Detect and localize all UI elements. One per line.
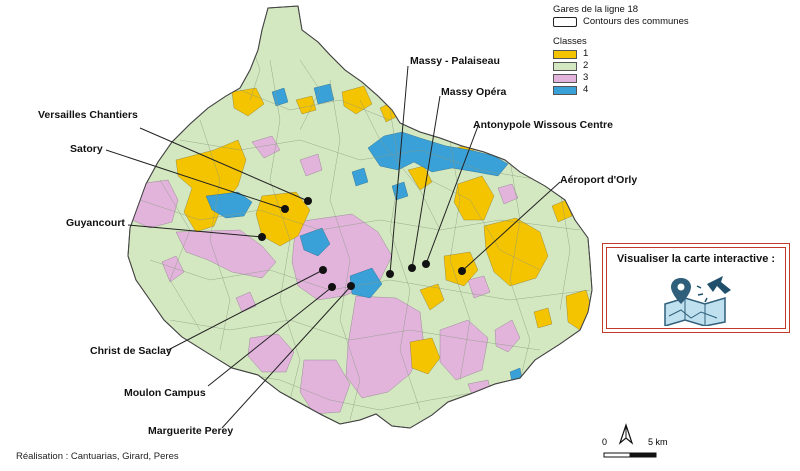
station-label: Massy Opéra <box>441 86 507 98</box>
interactive-map-title: Visualiser la carte interactive : <box>616 253 776 265</box>
legend-class-row: 3 <box>553 72 689 84</box>
station-point-christ-de-saclay <box>319 266 327 274</box>
legend-class-row: 1 <box>553 48 689 60</box>
legend-contour-row: Contours des communes <box>553 16 689 28</box>
legend-class-row: 2 <box>553 60 689 72</box>
class-swatch <box>553 49 577 59</box>
class-swatch <box>553 73 577 83</box>
station-point-massy-palaiseau <box>386 270 394 278</box>
station-label: Christ de Saclay <box>90 345 172 357</box>
scale-segment <box>629 452 657 458</box>
station-point-aeroport-orly <box>458 267 466 275</box>
class-patches <box>129 39 592 421</box>
station-label: Versailles Chantiers <box>38 109 138 121</box>
credit-text: Réalisation : Cantuarias, Girard, Peres <box>16 451 179 462</box>
scale-and-north: 0 5 km <box>602 423 668 458</box>
station-label: Guyancourt <box>66 217 125 229</box>
legend-contour-label: Contours des communes <box>583 16 689 27</box>
legend-class-label: 1 <box>583 48 589 59</box>
station-point-moulon-campus <box>328 283 336 291</box>
scale-end-label: 5 km <box>648 437 668 447</box>
station-points <box>258 197 466 291</box>
legend-class-row: 4 <box>553 84 689 96</box>
leader-lines <box>105 65 561 429</box>
station-label: Marguerite Perey <box>148 425 233 437</box>
interactive-map-icon[interactable] <box>661 274 733 326</box>
legend-classes-title: Classes <box>553 36 587 47</box>
interactive-box-inner-border <box>606 247 786 329</box>
station-point-satory <box>281 205 289 213</box>
north-arrow-icon <box>618 423 634 445</box>
class-swatch <box>553 85 577 95</box>
station-point-marguerite-perey <box>347 282 355 290</box>
station-point-antonypole <box>422 260 430 268</box>
station-label: Massy - Palaiseau <box>410 55 500 67</box>
station-label: Aéroport d'Orly <box>560 174 637 186</box>
legend-class-label: 3 <box>583 72 589 83</box>
station-point-guyancourt <box>258 233 266 241</box>
station-point-versailles <box>304 197 312 205</box>
legend: Gares de la ligne 18 Contours des commun… <box>553 4 689 96</box>
legend-class-label: 4 <box>583 84 589 95</box>
legend-title: Gares de la ligne 18 <box>553 4 639 15</box>
scale-segment <box>603 452 631 458</box>
class-swatch <box>553 61 577 71</box>
commune-contours <box>139 39 591 421</box>
station-label: Antonypole Wissous Centre <box>473 119 613 131</box>
station-point-massy-opera <box>408 264 416 272</box>
scale-zero-label: 0 <box>602 437 607 447</box>
station-label: Moulon Campus <box>124 387 206 399</box>
legend-class-label: 2 <box>583 60 589 71</box>
interactive-map-link[interactable]: Visualiser la carte interactive : <box>602 243 790 333</box>
contour-swatch <box>553 17 577 27</box>
station-label: Satory <box>70 143 103 155</box>
